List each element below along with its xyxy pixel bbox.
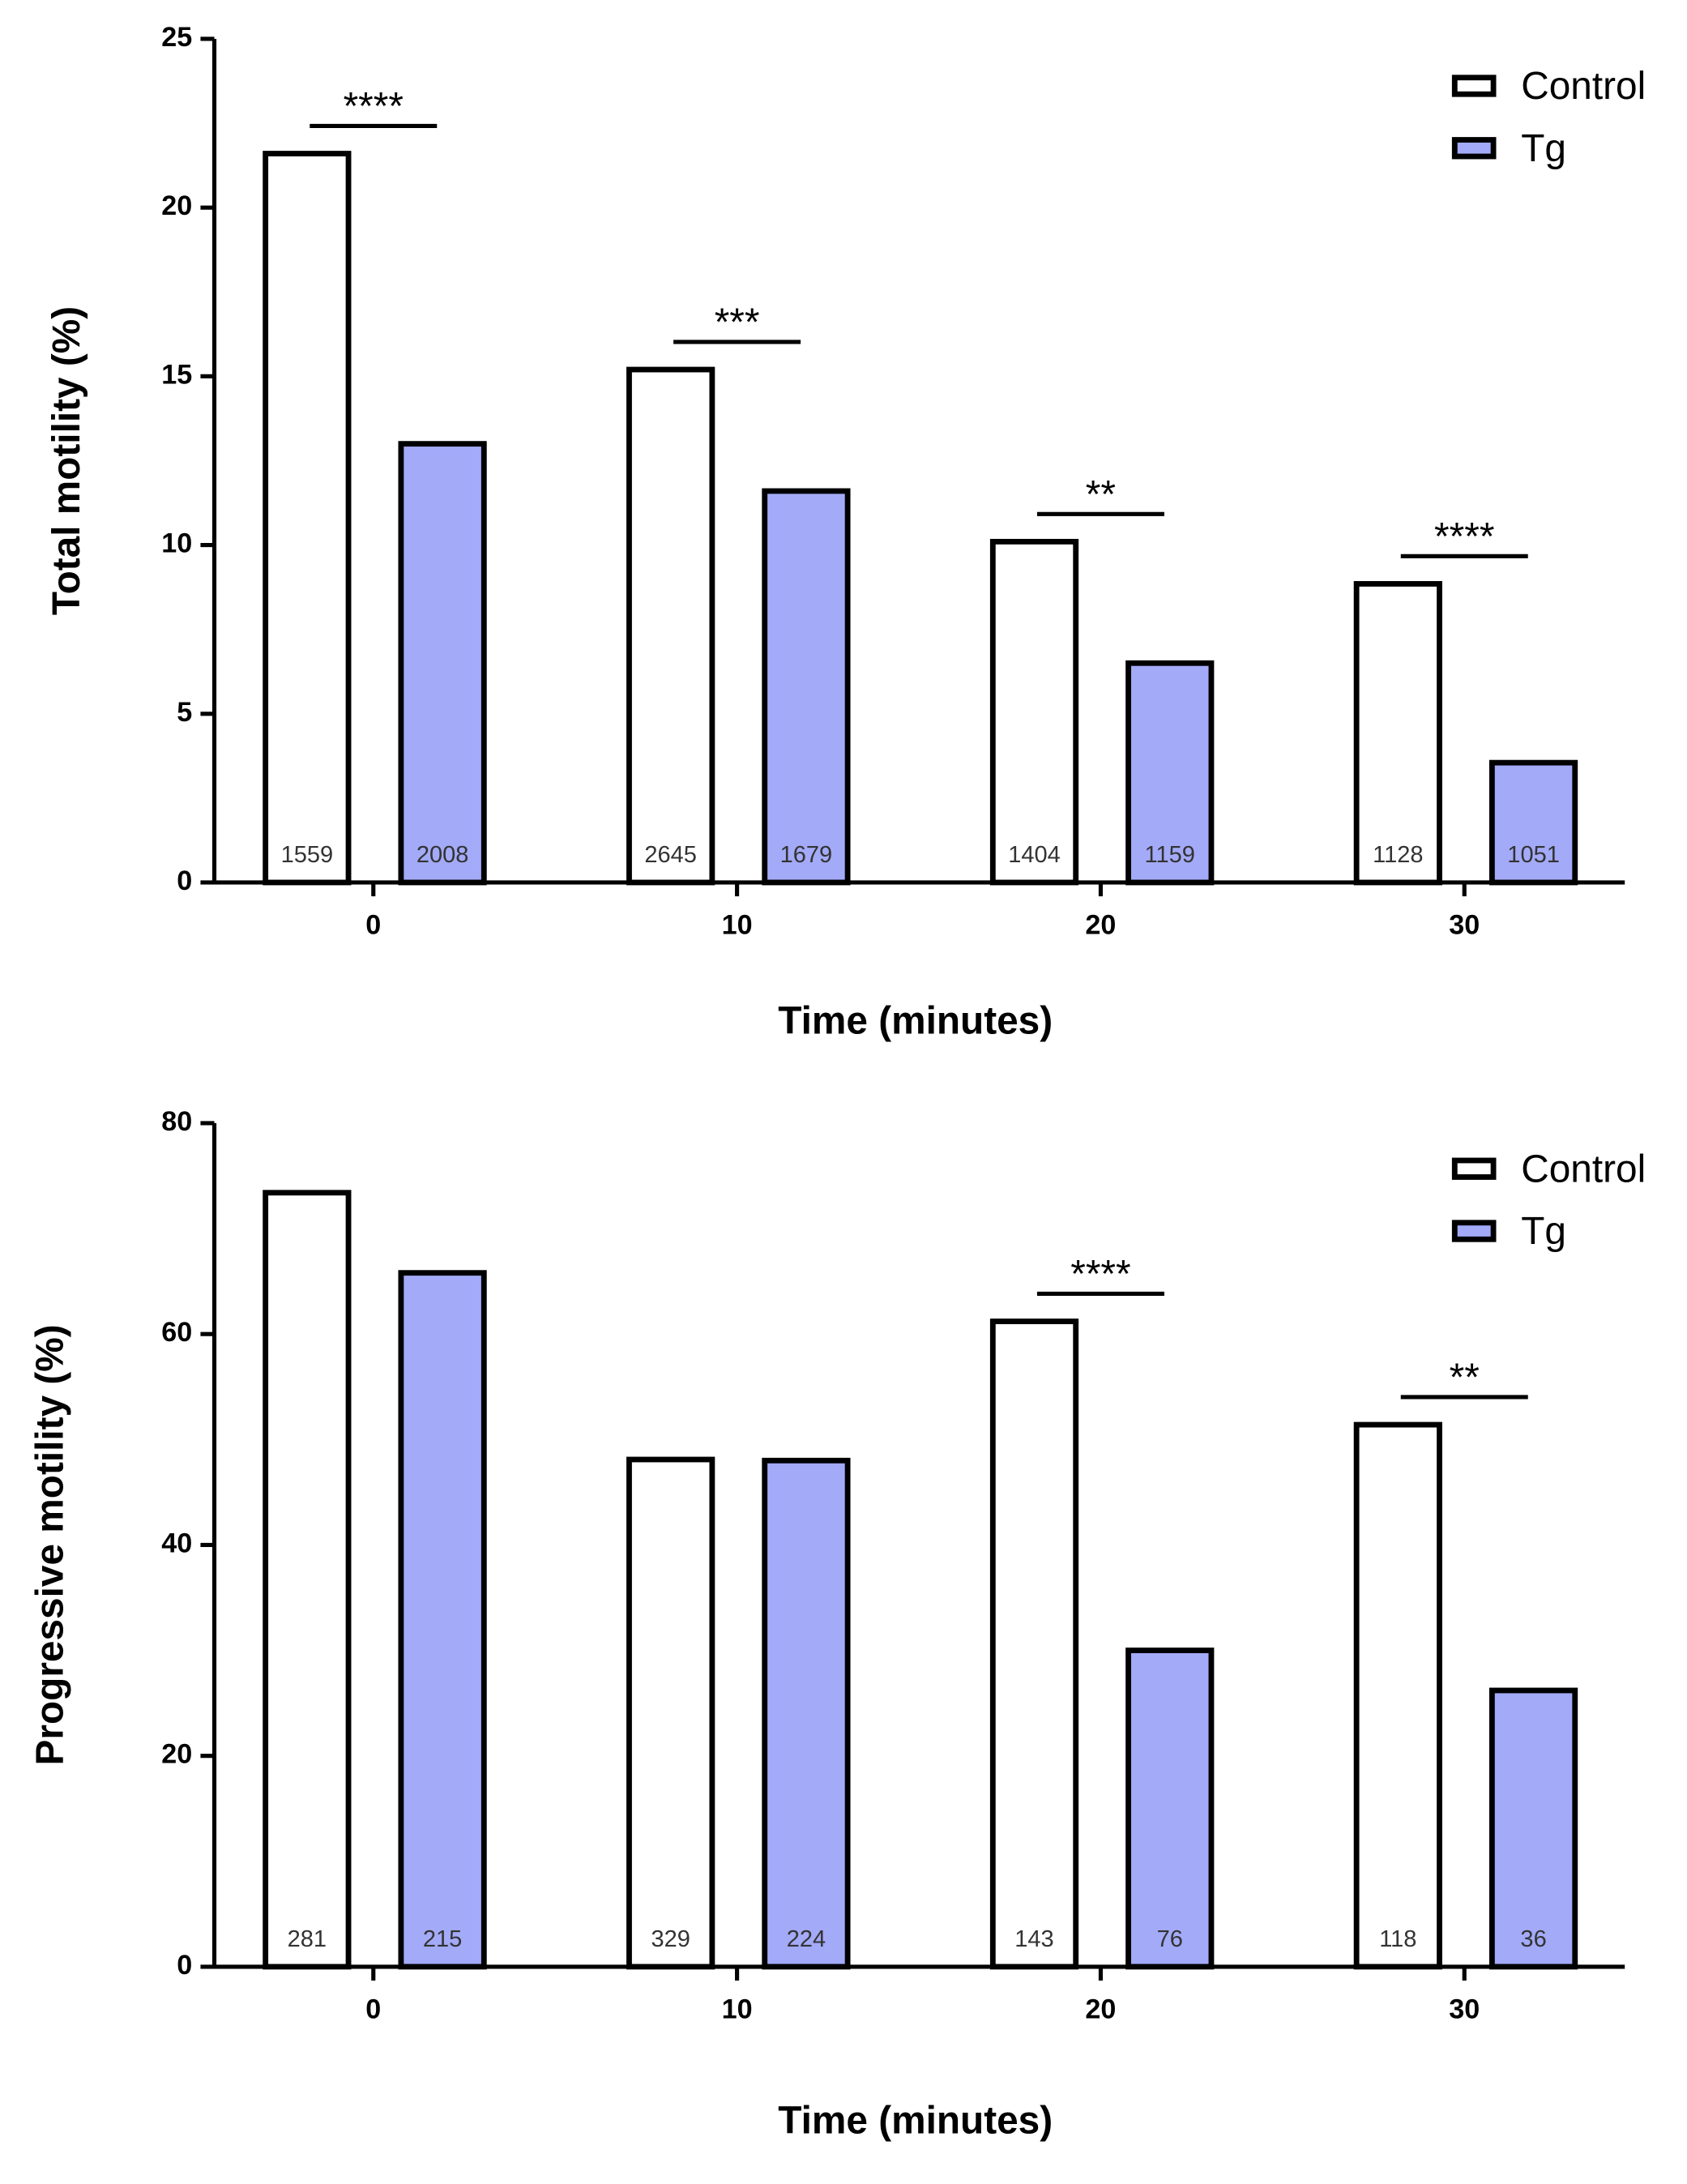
count-label: 215: [423, 1926, 462, 1952]
bar: [1488, 759, 1578, 886]
bar: [762, 488, 851, 886]
significance-label: **: [1086, 473, 1116, 516]
count-label: 224: [787, 1926, 826, 1952]
x-tick-label: 30: [1449, 1994, 1480, 2025]
legend-label: Control: [1521, 65, 1646, 108]
x-axis-title: Time (minutes): [778, 2099, 1053, 2142]
bar: [1125, 1648, 1215, 1970]
legend-swatch: [1451, 137, 1497, 160]
bar: [989, 1319, 1079, 1970]
legend-label: Tg: [1521, 1210, 1566, 1253]
count-label: 2645: [644, 842, 697, 868]
x-tick-label: 20: [1085, 1994, 1116, 2025]
y-tick-label: 10: [161, 528, 192, 559]
y-axis-title: Total motility (%): [45, 306, 88, 615]
count-label: 281: [288, 1926, 327, 1952]
legend-swatch: [1451, 1220, 1497, 1242]
bar: [1353, 581, 1442, 886]
x-tick-label: 10: [722, 1994, 753, 2025]
count-label: 2008: [416, 842, 469, 868]
count-label: 1559: [281, 842, 334, 868]
x-tick-label: 30: [1449, 910, 1480, 941]
y-tick-label: 80: [161, 1106, 192, 1137]
y-tick-label: 0: [177, 865, 192, 896]
count-label: 1679: [780, 842, 833, 868]
bar: [1488, 1687, 1578, 1970]
y-tick-label: 20: [161, 1739, 192, 1770]
bar: [398, 441, 487, 886]
y-tick-label: 15: [161, 359, 192, 390]
bar: [398, 1270, 487, 1970]
bar: [263, 1190, 352, 1970]
significance-label: ****: [344, 86, 404, 129]
bar: [626, 1456, 715, 1970]
bar: [989, 538, 1079, 886]
significance-label: ****: [1070, 1254, 1130, 1297]
count-label: 143: [1014, 1926, 1053, 1952]
y-tick-label: 60: [161, 1317, 192, 1348]
y-tick-label: 0: [177, 1950, 192, 1981]
bar: [263, 151, 352, 886]
legend-swatch: [1451, 1157, 1497, 1180]
count-label: 118: [1379, 1926, 1416, 1952]
bar: [1353, 1421, 1442, 1970]
legend-label: Tg: [1521, 127, 1566, 170]
count-label: 1404: [1008, 842, 1061, 868]
y-tick-label: 25: [161, 22, 192, 53]
y-tick-label: 40: [161, 1528, 192, 1558]
x-tick-label: 10: [722, 910, 753, 941]
count-label: 1159: [1145, 842, 1195, 868]
x-tick-label: 0: [365, 910, 381, 941]
x-tick-label: 20: [1085, 910, 1116, 941]
bar: [1125, 660, 1215, 886]
significance-label: ***: [715, 301, 760, 344]
bar: [762, 1457, 851, 1970]
significance-label: ****: [1434, 515, 1494, 558]
count-label: 76: [1157, 1926, 1183, 1952]
y-axis-title: Progressive motility (%): [28, 1324, 71, 1765]
y-tick-label: 5: [177, 697, 192, 728]
bar: [626, 366, 715, 886]
count-label: 36: [1520, 1926, 1546, 1952]
significance-label: **: [1450, 1357, 1480, 1400]
count-label: 1051: [1507, 842, 1560, 868]
count-label: 1128: [1373, 842, 1423, 868]
x-axis-title: Time (minutes): [778, 1000, 1053, 1043]
count-label: 329: [651, 1926, 690, 1952]
legend-label: Control: [1521, 1148, 1646, 1190]
legend-swatch: [1451, 75, 1497, 97]
y-tick-label: 20: [161, 190, 192, 221]
x-tick-label: 0: [365, 1994, 381, 2025]
